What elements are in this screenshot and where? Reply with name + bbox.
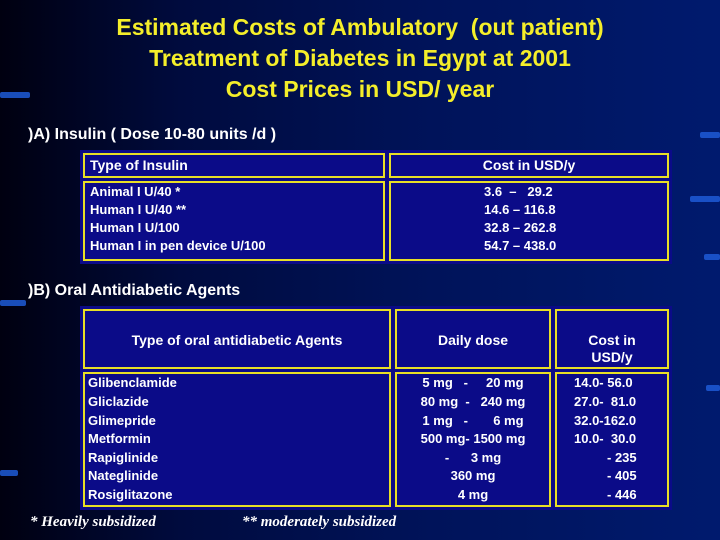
oral-dose-row: 80 mg - 240 mg bbox=[420, 394, 526, 409]
decorative-stripe bbox=[0, 92, 30, 98]
slide-title: Estimated Costs of Ambulatory (out patie… bbox=[0, 12, 720, 105]
oral-cost-row: - 405 bbox=[607, 468, 637, 483]
oral-body-type-box bbox=[83, 372, 391, 507]
oral-type-row: Glimepride bbox=[88, 413, 156, 428]
insulin-header-type-box bbox=[83, 153, 385, 178]
title-line-2: Treatment of Diabetes in Egypt at 2001 bbox=[149, 45, 571, 71]
oral-cost-row: 32.0-162.0 bbox=[574, 413, 637, 428]
oral-cost-row: - 235 bbox=[607, 450, 637, 465]
oral-type-row: Gliclazide bbox=[88, 394, 149, 409]
insulin-body-type-box bbox=[83, 181, 385, 261]
decorative-stripe bbox=[0, 300, 26, 306]
oral-type-row: Glibenclamide bbox=[88, 375, 177, 390]
oral-cost-row: 14.0- 56.0 bbox=[574, 375, 633, 390]
oral-agents-table: Type of oral antidiabetic Agents Daily d… bbox=[80, 306, 672, 510]
oral-header-cost-box bbox=[555, 309, 669, 369]
insulin-header-cost-box bbox=[389, 153, 669, 178]
insulin-header-type: Type of Insulin bbox=[90, 157, 188, 173]
section-a-label: )A) Insulin ( Dose 10-80 units /d ) bbox=[28, 126, 277, 143]
insulin-type-row: Human I U/40 ** bbox=[90, 202, 187, 217]
oral-cost-row: 27.0- 81.0 bbox=[574, 394, 637, 409]
oral-body-dose-box bbox=[395, 372, 551, 507]
oral-dose-row: 360 mg bbox=[450, 468, 496, 483]
oral-header-dose: Daily dose bbox=[437, 332, 509, 348]
oral-type-row: Metformin bbox=[88, 431, 151, 446]
oral-body-cost-box bbox=[555, 372, 669, 507]
oral-header-cost-line-2: USD/y bbox=[591, 349, 633, 365]
decorative-stripe bbox=[700, 132, 720, 138]
insulin-type-row: Human I in pen device U/100 bbox=[90, 238, 266, 253]
insulin-type-row: Human I U/100 bbox=[90, 220, 180, 235]
title-line-1: Estimated Costs of Ambulatory (out patie… bbox=[116, 14, 604, 40]
decorative-stripe bbox=[704, 254, 720, 260]
insulin-type-row: Animal I U/40 * bbox=[90, 184, 181, 199]
footnote-moderately-subsidized: ** moderately subsidized bbox=[242, 514, 397, 530]
title-line-3: Cost Prices in USD/ year bbox=[225, 76, 495, 102]
oral-type-row: Nateglinide bbox=[88, 468, 159, 483]
oral-dose-row: 500 mg- 1500 mg bbox=[420, 431, 526, 446]
insulin-body-cost-box bbox=[389, 181, 669, 261]
insulin-cost-row: 32.8 – 262.8 bbox=[484, 220, 557, 235]
decorative-stripe bbox=[0, 470, 18, 476]
oral-dose-row: 1 mg - 6 mg bbox=[422, 413, 524, 428]
oral-cost-row: - 446 bbox=[607, 487, 637, 502]
section-b-label: )B) Oral Antidiabetic Agents bbox=[28, 282, 241, 299]
decorative-stripe bbox=[690, 196, 720, 202]
oral-header-type-box bbox=[83, 309, 391, 369]
oral-type-row: Rapiglinide bbox=[88, 450, 159, 465]
oral-cost-row: 10.0- 30.0 bbox=[574, 431, 637, 446]
oral-dose-row: 4 mg bbox=[457, 487, 489, 502]
footnote-heavily-subsidized: * Heavily subsidized bbox=[30, 514, 156, 530]
insulin-cost-row: 54.7 – 438.0 bbox=[484, 238, 557, 253]
oral-header-dose-box bbox=[395, 309, 551, 369]
oral-header-type: Type of oral antidiabetic Agents bbox=[131, 332, 343, 348]
oral-header-cost-line-1: Cost in bbox=[588, 332, 636, 348]
insulin-cost-row: 3.6 – 29.2 bbox=[484, 184, 553, 199]
insulin-cost-row: 14.6 – 116.8 bbox=[484, 202, 556, 217]
oral-dose-row: - 3 mg bbox=[444, 450, 502, 465]
oral-type-row: Rosiglitazone bbox=[88, 487, 173, 502]
decorative-stripe bbox=[706, 385, 720, 391]
insulin-header-cost: Cost in USD/y bbox=[482, 157, 576, 173]
oral-dose-row: 5 mg - 20 mg bbox=[422, 375, 524, 390]
insulin-table: Type of Insulin Cost in USD/y Animal I U… bbox=[80, 150, 672, 264]
